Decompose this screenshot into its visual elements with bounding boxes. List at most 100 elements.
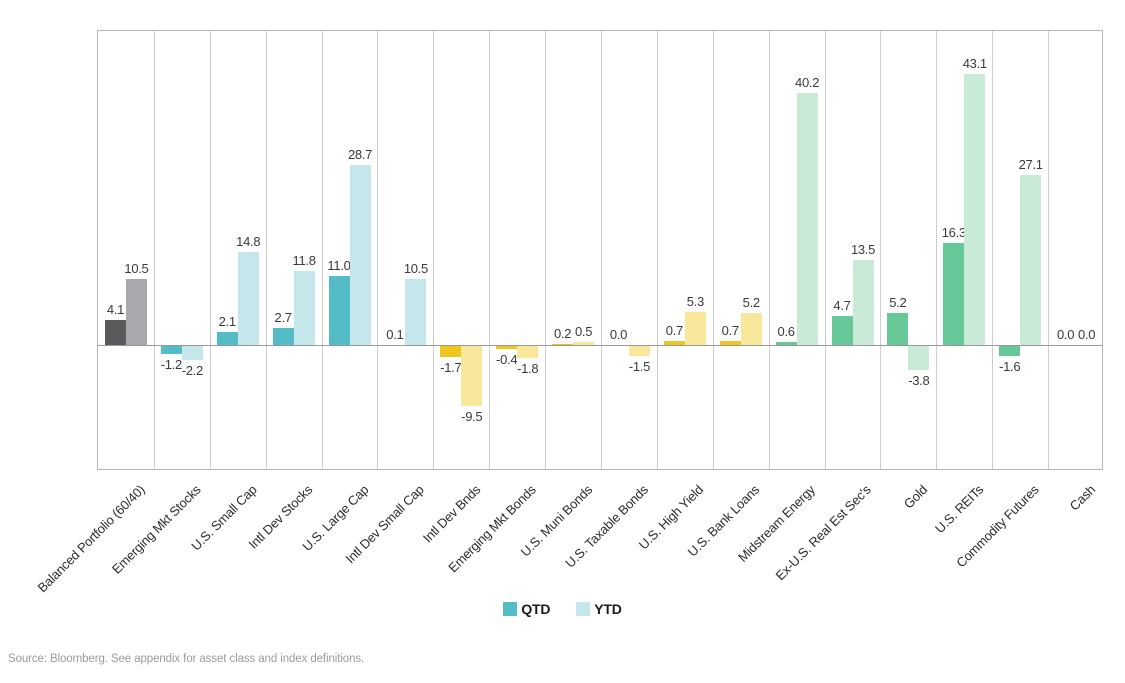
value-label: 16.3	[941, 224, 966, 240]
value-label: -9.5	[461, 409, 483, 424]
bar-qtd	[272, 328, 294, 346]
value-label: 11.0	[327, 258, 351, 274]
category-separator	[433, 31, 435, 469]
legend-label: YTD	[594, 601, 622, 617]
bar-ytd	[964, 74, 986, 346]
value-label: 2.1	[218, 314, 236, 330]
category-separator	[377, 31, 379, 469]
bar-ytd	[684, 311, 706, 346]
value-label: -1.8	[517, 360, 539, 376]
value-label: 10.5	[403, 261, 428, 277]
bar-qtd	[384, 344, 406, 346]
bar-qtd	[999, 346, 1021, 357]
bar-qtd	[663, 340, 685, 346]
bar-qtd	[887, 312, 909, 346]
legend: QTD YTD	[0, 601, 1125, 617]
value-label: 0.0	[609, 327, 628, 343]
source-text: Source: Bloomberg. See appendix for asse…	[8, 653, 365, 665]
legend-label: QTD	[521, 601, 551, 617]
bar-qtd	[104, 319, 126, 346]
bar-ytd	[740, 312, 762, 346]
category-separator	[712, 31, 714, 469]
value-label: -1.6	[999, 359, 1021, 375]
value-label: -1.7	[440, 359, 462, 375]
category-separator	[601, 31, 602, 469]
bar-qtd	[831, 315, 853, 346]
value-label: -1.5	[628, 358, 651, 374]
x-axis-label: Cash	[1066, 482, 1098, 514]
value-label: 0.1	[386, 326, 404, 342]
value-label: 2.7	[274, 310, 292, 326]
bar-ytd	[349, 164, 371, 346]
plot-area: 4.1 10.5 -1.2 -2.2 2.1 14.8 2.7 11.8 11.0 28.7 0.1…	[97, 30, 1103, 470]
bar-qtd	[328, 276, 350, 346]
category-separator	[768, 31, 770, 469]
value-label: 0.7	[665, 322, 683, 338]
value-label: 5.2	[889, 294, 907, 310]
value-label: -2.2	[181, 363, 204, 379]
value-label: 0.6	[777, 323, 795, 339]
bar-ytd	[125, 279, 147, 346]
bar-qtd	[160, 346, 182, 354]
value-label: 14.8	[236, 234, 261, 250]
bar-qtd	[216, 332, 238, 346]
category-separator	[265, 31, 267, 469]
category-separator	[1048, 31, 1050, 469]
category-separator	[824, 31, 826, 469]
value-label: 5.2	[742, 294, 760, 310]
bar-ytd	[405, 279, 427, 346]
value-label: 0.2	[553, 326, 572, 342]
category-separator	[545, 31, 547, 469]
value-label: 5.3	[686, 293, 704, 309]
category-separator	[321, 31, 323, 469]
x-axis-label: Ex-U.S. Real Est Sec's	[772, 482, 875, 584]
value-label: -3.8	[908, 373, 930, 389]
bar-ytd	[852, 260, 874, 346]
category-separator	[153, 31, 155, 469]
legend-entry-qtd: QTD	[503, 601, 550, 617]
value-label: 13.5	[850, 242, 876, 258]
value-label: 43.1	[962, 56, 987, 72]
bar-ytd	[796, 92, 818, 346]
category-separator	[489, 31, 491, 469]
legend-swatch-ytd	[576, 602, 591, 616]
bar-qtd	[496, 346, 518, 349]
bar-qtd	[440, 346, 462, 357]
value-label: 0.0	[1077, 327, 1096, 343]
legend-entry-ytd: YTD	[576, 601, 622, 617]
category-separator	[209, 31, 211, 469]
bar-ytd	[628, 346, 650, 356]
bar-qtd	[719, 340, 741, 346]
value-label: -1.2	[160, 356, 183, 372]
bar-ytd	[237, 252, 259, 346]
value-label: 10.5	[124, 261, 149, 277]
bar-qtd	[552, 344, 574, 346]
value-label: 0.7	[721, 322, 739, 338]
bar-qtd	[943, 242, 965, 346]
category-separator	[936, 31, 938, 469]
bar-ytd	[517, 346, 539, 358]
value-label: 28.7	[347, 146, 373, 162]
x-axis-label: U.S. REITs	[931, 482, 986, 537]
value-label: 40.2	[795, 74, 820, 90]
value-label: 0.0	[1056, 327, 1075, 343]
value-label: 11.8	[292, 253, 316, 269]
value-label: 27.1	[1018, 156, 1043, 172]
bar-qtd	[775, 341, 797, 346]
bar-ytd	[181, 346, 203, 361]
bar-ytd	[293, 271, 315, 346]
zero-axis-line	[98, 345, 1102, 347]
legend-swatch-qtd	[503, 602, 518, 616]
category-separator	[880, 31, 882, 469]
bar-ytd	[573, 342, 595, 346]
bar-ytd	[461, 346, 483, 406]
bar-ytd	[1020, 174, 1042, 346]
x-axis-label: Balanced Portfolio (60/40)	[34, 482, 148, 596]
x-axis-label: Gold	[900, 482, 930, 512]
category-separator	[656, 31, 658, 469]
value-label: 0.5	[574, 324, 593, 340]
category-separator	[992, 31, 994, 469]
bar-ytd	[908, 346, 930, 371]
value-label: 4.1	[106, 301, 125, 317]
